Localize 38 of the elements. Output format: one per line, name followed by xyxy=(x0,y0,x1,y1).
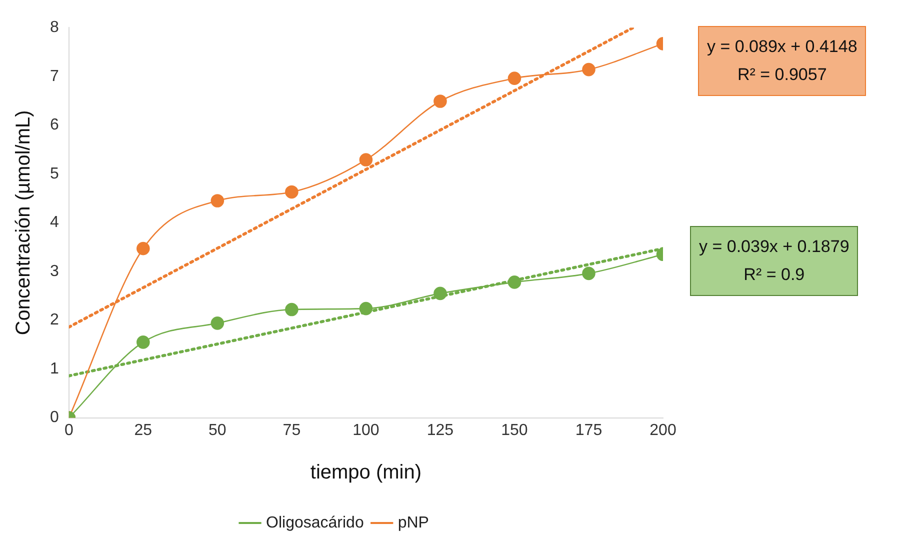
point xyxy=(136,336,150,349)
x-tick-label: 125 xyxy=(426,422,454,439)
point xyxy=(285,302,298,316)
point xyxy=(508,72,522,85)
point xyxy=(434,286,447,300)
y-tick-label: 0 xyxy=(50,409,59,426)
point xyxy=(210,316,224,330)
x-tick-label: 50 xyxy=(208,422,226,439)
x-tick-label: 0 xyxy=(64,422,74,439)
x-tick-label: 175 xyxy=(575,422,602,439)
y-tick-label: 2 xyxy=(50,312,59,329)
point xyxy=(285,185,298,199)
x-axis-title: tiempo (min) xyxy=(310,462,422,484)
x-tick-label: 150 xyxy=(501,422,528,439)
legend-label: pNP xyxy=(398,514,429,532)
point xyxy=(434,94,447,108)
y-tick-label: 4 xyxy=(50,214,59,232)
y-tick-label: 7 xyxy=(50,68,59,85)
point xyxy=(582,266,596,280)
point xyxy=(359,302,373,316)
point xyxy=(582,62,596,76)
text: y = 0.089x + 0.4148 R² = 0.9057 xyxy=(698,26,866,96)
point xyxy=(359,153,373,166)
y-tick-label: 1 xyxy=(50,360,59,378)
point xyxy=(136,242,150,256)
y-tick-label: 8 xyxy=(50,19,59,36)
legend-label: Oligosacárido xyxy=(266,514,364,532)
x-tick-label: 75 xyxy=(282,422,301,439)
x-tick-label: 25 xyxy=(134,422,152,439)
y-axis-title: Concentración (µmol/mL) xyxy=(12,110,35,336)
x-tick-label: 200 xyxy=(650,422,676,439)
y-tick-label: 6 xyxy=(50,116,59,134)
x-tick-label: 100 xyxy=(352,422,380,439)
point xyxy=(210,194,224,208)
point xyxy=(508,276,522,289)
y-tick-label: 3 xyxy=(50,262,59,280)
text: y = 0.039x + 0.1879 R² = 0.9 xyxy=(690,226,858,296)
y-tick-label: 5 xyxy=(50,165,59,182)
